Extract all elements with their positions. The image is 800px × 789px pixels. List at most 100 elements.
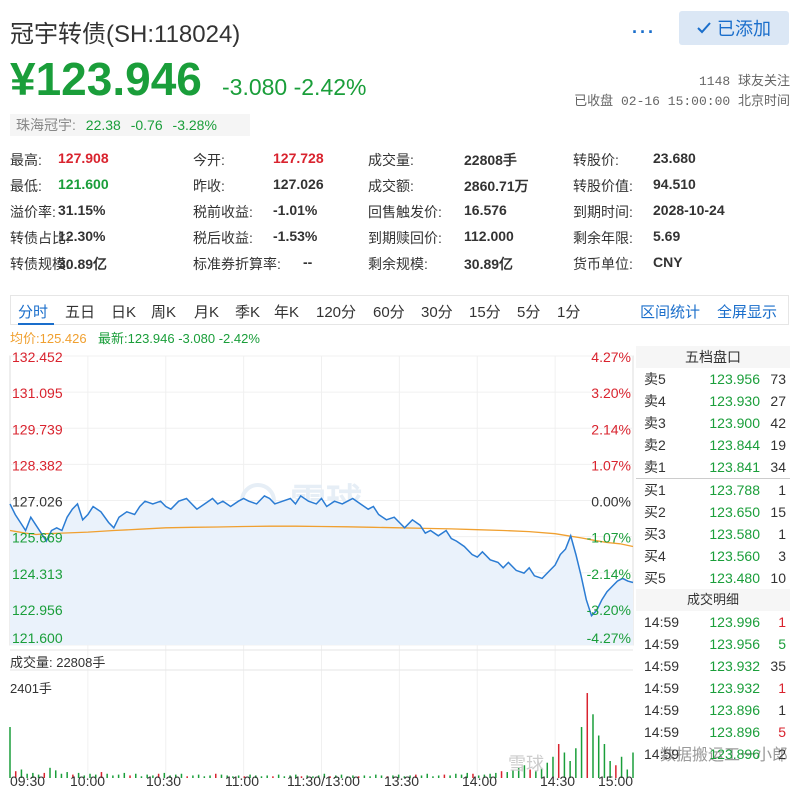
quote-label: 最高: — [10, 152, 42, 168]
current-price: ¥123.946 — [10, 53, 202, 105]
quote-value: 5.69 — [653, 228, 681, 244]
y-tick-label-pct: -1.07% — [587, 530, 631, 546]
tab-11[interactable]: 5分 — [517, 304, 541, 321]
order-book: 五档盘口 卖5 123.956 73 卖4 123.930 27 卖3 123.900 42 卖2… — [636, 346, 790, 766]
bid-row: 买3 123.580 1 — [636, 523, 790, 545]
quote-value: CNY — [653, 254, 683, 270]
quote-value: 127.728 — [273, 150, 324, 166]
y-tick-label-pct: 3.20% — [591, 385, 631, 401]
trade-price: 123.932 — [709, 658, 760, 674]
legend-avg: 均价:125.426 — [10, 331, 87, 346]
ask-qty: 34 — [770, 459, 786, 475]
quote-value: 23.680 — [653, 150, 696, 166]
x-tick-label: 10:00 — [70, 773, 105, 789]
latest-area — [10, 495, 633, 645]
tab-7[interactable]: 120分 — [316, 304, 357, 321]
trade-row: 14:59 123.956 5 — [636, 633, 790, 655]
ask-row: 卖3 123.900 42 — [636, 412, 790, 434]
check-icon — [697, 18, 711, 39]
tab-0[interactable]: 分时 — [18, 304, 49, 321]
y-tick-label: 131.095 — [12, 385, 63, 401]
ask-qty: 19 — [770, 437, 786, 453]
trade-qty: 35 — [770, 658, 786, 674]
ask-row: 卖5 123.956 73 — [636, 368, 790, 390]
intraday-chart[interactable]: 雪球132.452131.095129.739128.382127.026125… — [0, 340, 800, 789]
volume-label: 成交量: 22808手 — [10, 655, 105, 670]
tab-8[interactable]: 60分 — [373, 304, 405, 321]
tab-5[interactable]: 季K — [235, 304, 261, 321]
trade-label: 14:59 — [644, 702, 680, 718]
tab-10[interactable]: 15分 — [469, 304, 501, 321]
y-tick-label-pct: 1.07% — [591, 457, 631, 473]
tab-fullscreen[interactable]: 全屏显示 — [717, 304, 778, 321]
tab-1[interactable]: 五日 — [65, 304, 96, 321]
y-tick-label-pct: 2.14% — [591, 421, 631, 437]
ask-label: 卖5 — [644, 371, 666, 387]
quote-label: 剩余规模: — [368, 256, 428, 272]
trade-price: 123.896 — [709, 724, 760, 740]
bid-qty: 1 — [778, 482, 786, 498]
tab-6[interactable]: 年K — [274, 304, 300, 321]
ask-qty: 42 — [770, 415, 786, 431]
quote-value: 12.30% — [58, 228, 106, 244]
quote-label: 剩余年限: — [573, 230, 633, 246]
bid-qty: 10 — [770, 570, 786, 586]
more-options-icon[interactable]: ··· — [632, 22, 656, 42]
trade-label: 14:59 — [644, 680, 680, 696]
tab-9[interactable]: 30分 — [421, 304, 453, 321]
ask-price: 123.844 — [709, 437, 760, 453]
trade-price: 123.932 — [709, 680, 760, 696]
watermark-author: 数据搬运工一小郎 — [660, 746, 788, 764]
underlying-stock[interactable]: 珠海冠宇: 22.38 -0.76 -3.28% — [10, 114, 250, 136]
price-change: -3.080 -2.42% — [222, 74, 367, 100]
y-tick-label: 124.313 — [12, 566, 63, 582]
tab-12[interactable]: 1分 — [557, 304, 581, 321]
tab-3[interactable]: 周K — [151, 304, 177, 321]
quote-value: -1.01% — [273, 202, 318, 218]
ask-label: 卖1 — [644, 459, 666, 475]
y-tick-label: 129.739 — [12, 421, 63, 437]
x-tick-label: 14:30 — [540, 773, 575, 789]
trade-label: 14:59 — [644, 724, 680, 740]
quote-value: -- — [303, 254, 313, 270]
trade-qty: 5 — [778, 636, 786, 652]
x-tick-label: 09:30 — [10, 773, 45, 789]
quote-value: 31.15% — [58, 202, 106, 218]
tab-4[interactable]: 月K — [194, 304, 220, 321]
quote-value: 30.89亿 — [464, 256, 514, 272]
quote-label: 今开: — [193, 152, 225, 168]
tab-2[interactable]: 日K — [111, 304, 137, 321]
ask-price: 123.930 — [709, 393, 760, 409]
follow-button[interactable]: 已添加 — [679, 11, 789, 45]
ask-label: 卖3 — [644, 415, 666, 431]
y-tick-label: 127.026 — [12, 494, 63, 510]
trade-label: 14:59 — [644, 658, 680, 674]
stock-change-pct: -3.28% — [172, 117, 217, 133]
quote-value: 127.908 — [58, 150, 109, 166]
trade-row: 14:59 123.996 1 — [636, 611, 790, 633]
trade-label: 14:59 — [644, 614, 680, 630]
trade-qty: 1 — [778, 614, 786, 630]
page-title: 冠宇转债(SH:118024) — [10, 21, 241, 48]
period-tabs: 分时 五日 日K 周K 月K 季K 年K 120分 60分 30分 15分 5分 1分 区间统计 全屏显… — [10, 295, 789, 325]
quote-value: 121.600 — [58, 176, 109, 192]
bid-price: 123.580 — [709, 526, 760, 542]
tab-range-stats[interactable]: 区间统计 — [640, 304, 701, 321]
x-tick-label: 11:30/13:00 — [287, 773, 360, 789]
followers-count[interactable]: 1148 球友关注 — [698, 74, 790, 89]
orderbook-title: 五档盘口 — [636, 346, 790, 368]
y-tick-label-pct: -4.27% — [587, 630, 631, 646]
quote-value: 2028-10-24 — [653, 202, 725, 218]
quote-label: 成交额: — [368, 178, 414, 194]
x-tick-label: 14:00 — [462, 773, 497, 789]
bid-label: 买2 — [644, 504, 666, 520]
trades-title: 成交明细 — [636, 589, 790, 611]
ask-price: 123.841 — [709, 459, 760, 475]
y-tick-label-pct: 4.27% — [591, 349, 631, 365]
quote-value: 30.89亿 — [58, 256, 108, 272]
series-avg-line — [9, 525, 634, 548]
ask-row: 卖1 123.841 34 — [636, 456, 790, 478]
market-status: 已收盘 02-16 15:00:00 北京时间 — [574, 94, 790, 109]
quote-label: 货币单位: — [573, 256, 633, 272]
quote-value: 16.576 — [464, 202, 507, 218]
